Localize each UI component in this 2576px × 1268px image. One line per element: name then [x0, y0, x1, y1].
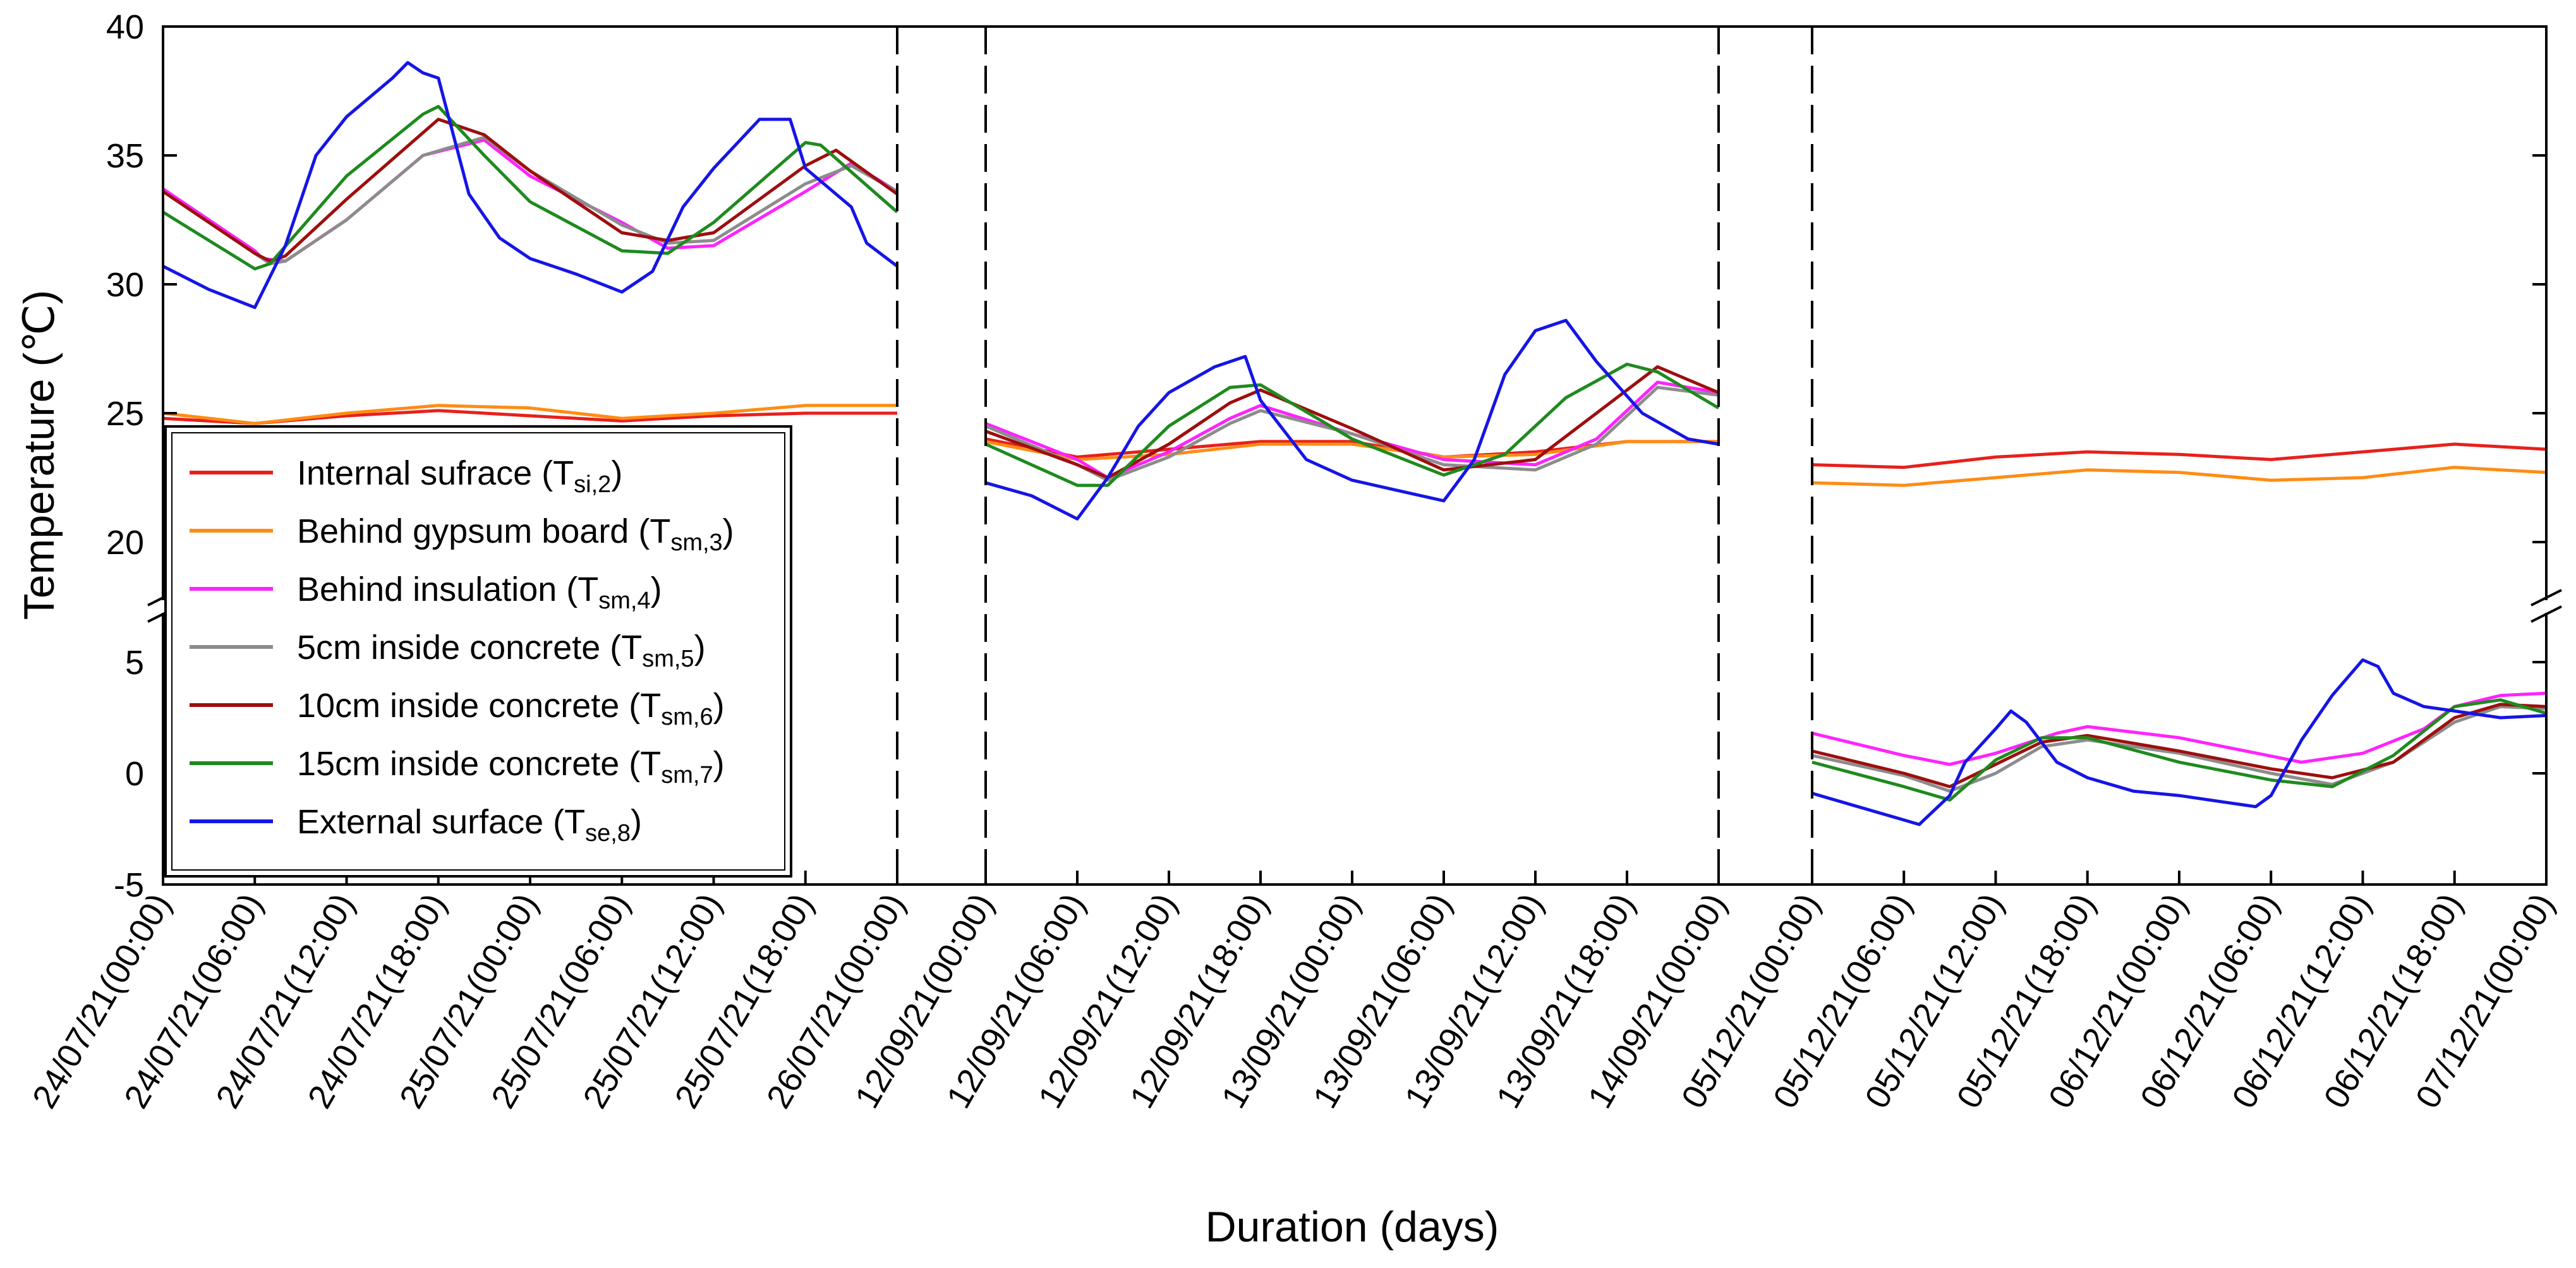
- legend-label-tsm5: 5cm inside concrete (Tsm,5): [297, 629, 706, 672]
- plot-frame: [147, 25, 2562, 886]
- y-tick-label: 35: [106, 137, 144, 175]
- legend: Internal sufrace (Tsi,2) Behind gypsum bo…: [164, 425, 792, 878]
- legend-items: Internal sufrace (Tsi,2) Behind gypsum bo…: [190, 454, 734, 847]
- series-line-tsm7: [1811, 698, 2547, 802]
- axis-break-mark: [2531, 605, 2562, 623]
- legend-label-tse8: External surface (Tse,8): [297, 803, 642, 847]
- legend-frame: [164, 425, 792, 878]
- series-line-tsm5: [985, 385, 1719, 482]
- series-line-tse8: [162, 61, 898, 310]
- y-tick-label: 5: [125, 644, 144, 682]
- series-layer: [162, 61, 2547, 826]
- legend-label-tsm7: 15cm inside concrete (Tsm,7): [297, 745, 725, 788]
- series-line-tsm7: [984, 363, 1720, 487]
- frame-rect: [162, 25, 2548, 886]
- y-tick-label: 40: [106, 8, 144, 46]
- series-line-tsm6: [1811, 703, 2547, 788]
- y-axis-title: Temperature (℃): [15, 290, 63, 620]
- series-line-tsm3: [162, 404, 897, 425]
- series-line-tsm7: [162, 105, 898, 270]
- series-line-tsi2: [985, 437, 1719, 459]
- legend-label-tsm3: Behind gypsum board (Tsm,3): [297, 512, 734, 556]
- legend-label-tsi2: Internal sufrace (Tsi,2): [297, 454, 622, 498]
- series-line-tse8: [1811, 658, 2547, 826]
- y-tick-label: -5: [114, 866, 144, 904]
- y-tick-label: 20: [106, 524, 144, 562]
- y-tick-label: 0: [125, 755, 144, 793]
- y-tick-label: 30: [106, 266, 144, 304]
- series-line-tsm6: [985, 365, 1719, 480]
- legend-label-tsm4: Behind insulation (Tsm,4): [297, 571, 662, 614]
- x-axis-title: Duration (days): [1206, 1203, 1499, 1251]
- series-line-tsm5: [1811, 704, 2547, 793]
- series-line-tsi2: [1811, 442, 2547, 469]
- series-line-tsm6: [162, 118, 898, 263]
- y-tick-label: 25: [106, 395, 144, 433]
- series-line-tse8: [985, 318, 1719, 521]
- legend-frame-inner: [171, 432, 785, 871]
- axis-break-mark: [2531, 589, 2562, 607]
- series-line-tsm3: [1811, 466, 2547, 487]
- legend-label-tsm6: 10cm inside concrete (Tsm,6): [297, 687, 725, 730]
